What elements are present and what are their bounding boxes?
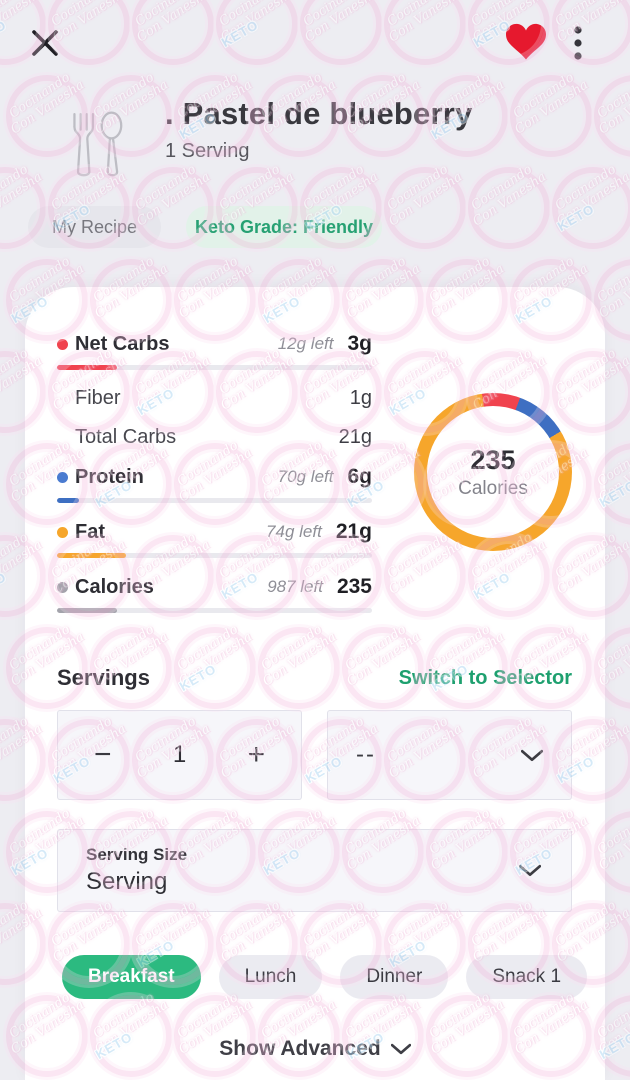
macro-value: 3g (347, 332, 372, 355)
macro-progress-bar (57, 365, 372, 370)
show-advanced-button[interactable]: Show Advanced (25, 1037, 605, 1061)
macro-dot-icon (57, 581, 68, 593)
macro-progress-bar (57, 553, 372, 558)
servings-stepper: − 1 + (57, 710, 302, 800)
page-title: . Pastel de blueberry (165, 96, 473, 131)
close-icon (32, 30, 58, 56)
macro-remaining: 70g left (277, 467, 334, 486)
servings-heading: Servings (57, 665, 150, 690)
nutrition-row: Fat 74g left 21g (57, 520, 372, 558)
macro-progress-bar (57, 608, 372, 613)
nutrition-card: Net Carbs 12g left 3g Fiber 1g Total Carbs 21g… (25, 287, 605, 1080)
macro-name: Total Carbs (75, 426, 177, 448)
nutrition-row: Total Carbs 21g (57, 426, 372, 449)
switch-to-selector-link[interactable]: Switch to Selector (398, 666, 572, 689)
donut-calories-label: Calories (458, 477, 528, 499)
chevron-down-icon (390, 1043, 411, 1055)
serving-size-dropdown[interactable]: Serving Size Serving (57, 829, 572, 912)
favorite-button[interactable] (506, 23, 546, 61)
macro-progress-bar (57, 498, 372, 503)
recipe-utensils-icon (66, 108, 124, 182)
macro-value: 21g (338, 426, 372, 448)
close-button[interactable] (28, 26, 62, 60)
macro-remaining: 12g left (277, 334, 334, 353)
nutrition-row: Calories 987 left 235 (57, 575, 372, 613)
serving-size-value: Serving (86, 868, 168, 895)
calories-donut-chart: 235 Calories (414, 393, 572, 551)
macro-value: 6g (347, 465, 372, 488)
macro-name: Protein (75, 465, 144, 488)
macro-dot-icon (57, 526, 68, 538)
macro-value: 21g (335, 520, 372, 543)
keto-grade-tag[interactable]: Keto Grade: Friendly (186, 206, 382, 248)
unit-dropdown-value: -- (356, 741, 376, 768)
nutrition-row: Net Carbs 12g left 3g (57, 332, 372, 370)
top-bar (0, 0, 630, 75)
decrement-button[interactable]: − (94, 738, 112, 771)
meal-pill-dinner[interactable]: Dinner (340, 955, 449, 999)
show-advanced-label: Show Advanced (219, 1037, 381, 1060)
heart-icon (506, 23, 546, 60)
chevron-down-icon (521, 749, 543, 761)
macro-list: Net Carbs 12g left 3g Fiber 1g Total Carbs 21g… (57, 332, 372, 630)
overflow-menu-button[interactable] (568, 24, 588, 62)
macro-remaining: 74g left (266, 522, 322, 541)
meal-pill-breakfast[interactable]: Breakfast (62, 955, 201, 999)
my-recipe-tag: My Recipe (28, 206, 161, 248)
macro-value: 235 (336, 575, 372, 598)
macro-name: Fat (75, 520, 105, 543)
macro-value: 1g (349, 387, 372, 409)
macro-dot-icon (57, 338, 68, 350)
macro-remaining: 987 left (267, 577, 323, 596)
chevron-down-icon (519, 864, 541, 877)
donut-calories-value: 235 (470, 444, 516, 475)
servings-value: 1 (172, 741, 187, 768)
kebab-menu-icon (574, 26, 582, 60)
serving-subtitle: 1 Serving (165, 140, 250, 162)
meal-pill-snack-1[interactable]: Snack 1 (466, 955, 588, 999)
unit-dropdown[interactable]: -- (327, 710, 572, 800)
macro-dot-icon (57, 471, 68, 483)
increment-button[interactable]: + (247, 738, 265, 771)
donut-center: 235 Calories (427, 406, 559, 538)
macro-name: Net Carbs (75, 332, 170, 355)
macro-name: Calories (75, 575, 154, 598)
nutrition-row: Protein 70g left 6g (57, 465, 372, 503)
nutrition-row: Fiber 1g (57, 387, 372, 410)
meal-pill-lunch[interactable]: Lunch (218, 955, 323, 999)
serving-size-label: Serving Size (86, 845, 188, 864)
macro-name: Fiber (75, 387, 121, 409)
